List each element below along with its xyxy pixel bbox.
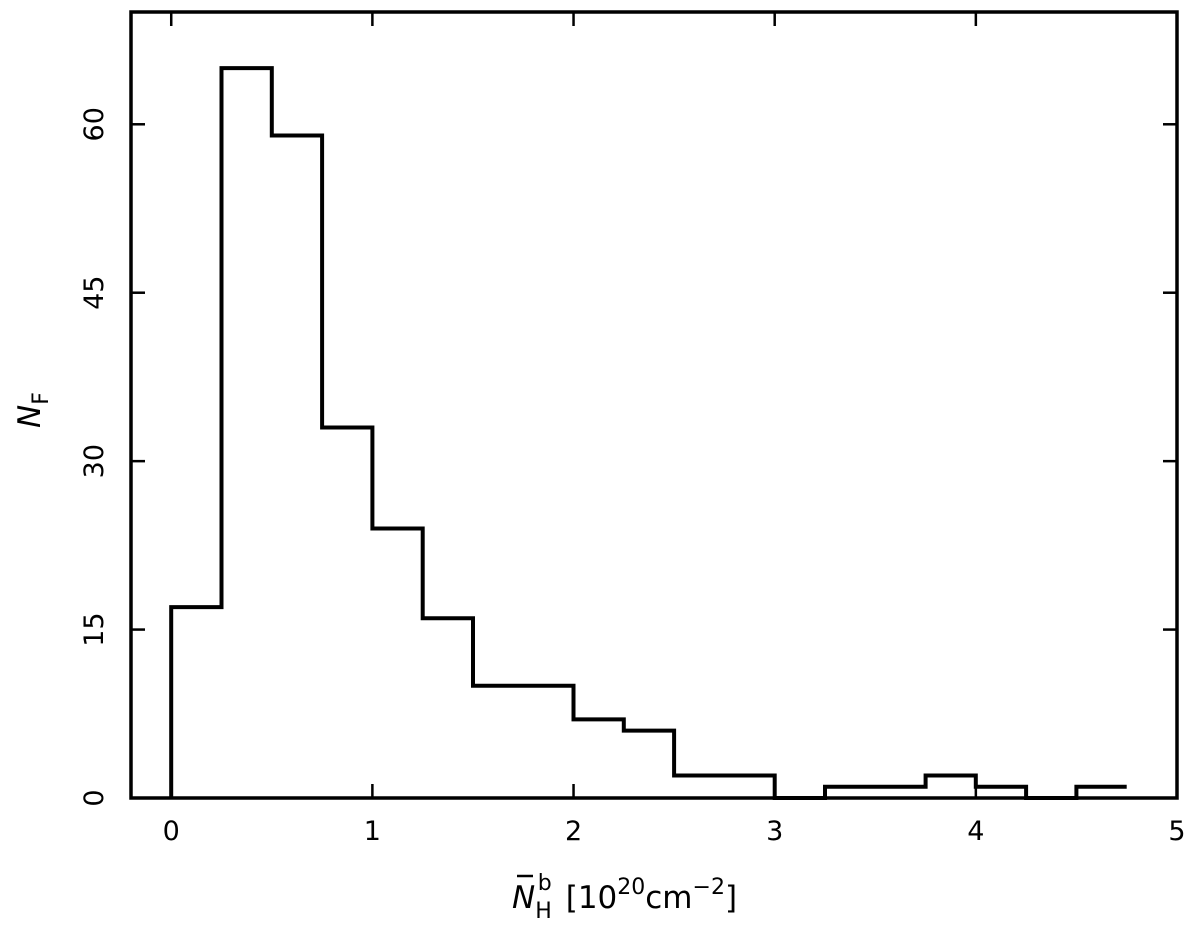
x-tick-label-0: 0 <box>163 816 180 847</box>
y-tick-label-60: 60 <box>79 107 110 141</box>
histogram-step-line <box>169 66 1127 800</box>
x-axis-label-unit-exp2: −2 <box>693 875 725 900</box>
x-tick-label-3: 3 <box>766 816 783 847</box>
axis-ticks <box>131 12 1179 800</box>
x-axis-label-unit-open: [10 <box>566 880 618 916</box>
x-axis-label-unit-mid: cm <box>645 880 692 916</box>
x-axis-label: NHb [1020cm−2] <box>512 871 737 924</box>
y-axis-label: NF <box>12 392 54 428</box>
y-tick-label-15: 15 <box>79 612 110 646</box>
x-axis-label-sub: H <box>535 899 552 924</box>
x-axis-label-unit-close: ] <box>725 880 737 916</box>
y-tick-label-45: 45 <box>79 276 110 310</box>
x-tick-labels: 0 1 2 3 4 5 <box>163 816 1186 847</box>
y-tick-labels: 0 15 30 45 60 <box>79 107 110 806</box>
y-tick-label-30: 30 <box>79 444 110 478</box>
x-tick-label-1: 1 <box>364 816 381 847</box>
y-axis-label-main: N <box>12 405 48 428</box>
x-axis-label-unit-exp: 20 <box>617 875 645 900</box>
x-tick-label-5: 5 <box>1168 816 1185 847</box>
x-axis-label-main: N <box>512 880 535 916</box>
x-tick-label-4: 4 <box>967 816 984 847</box>
x-tick-label-2: 2 <box>565 816 582 847</box>
y-axis-label-sub: F <box>29 392 54 405</box>
x-axis-label-sup: b <box>538 871 552 896</box>
plot-frame <box>129 10 1179 800</box>
y-tick-label-0: 0 <box>79 789 110 806</box>
